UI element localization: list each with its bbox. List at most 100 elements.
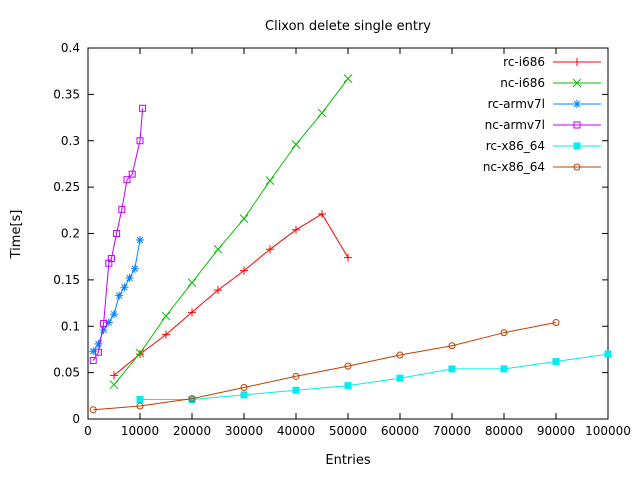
asterisk-marker [573,100,581,108]
series-nc-armv7l [89,104,147,365]
y-tick-label: 0 [72,412,80,426]
x-tick-label: 40000 [277,424,315,438]
cross-marker [265,176,275,185]
plus-marker [214,286,222,295]
x-tick-label: 80000 [485,424,523,438]
cross-marker [291,140,301,149]
x-tick-label: 10000 [121,424,159,438]
cross-marker [161,311,171,321]
asterisk-marker [121,284,128,291]
asterisk-marker [115,292,123,299]
plus-marker [573,58,581,66]
x-tick-label: 30000 [225,424,263,438]
series-rc-i686 [110,210,352,380]
square-open-marker [94,348,102,356]
x-tick-label: 50000 [329,424,367,438]
asterisk-marker [131,265,139,272]
y-tick-label: 0.15 [53,273,80,287]
plus-marker [344,253,352,262]
plus-marker [318,210,326,219]
y-tick-label: 0.25 [53,180,80,194]
cross-marker [213,244,223,254]
legend-label: rc-armv7l [488,97,545,111]
plus-marker [162,330,170,339]
square-open-marker [100,319,108,327]
square-filled-marker [396,374,404,382]
y-tick-label: 0.3 [61,134,80,148]
circle-open-marker [573,163,581,171]
circle-open-marker [396,351,404,359]
square-open-marker [89,357,97,365]
y-tick-label: 0.4 [61,41,80,55]
square-open-marker [123,176,131,184]
square-open-marker [139,104,147,112]
x-axis-label: Entries [325,453,371,468]
circle-open-marker [240,383,248,391]
square-filled-marker [292,386,300,394]
y-tick-label: 0.35 [53,87,80,101]
cross-marker [239,214,249,224]
legend-label: rc-x86_64 [486,139,545,153]
x-tick-label: 100000 [585,424,631,438]
series-rc-x86_64 [136,350,612,404]
x-tick-label: 90000 [537,424,575,438]
square-open-marker [573,121,581,129]
cross-marker [109,380,119,390]
square-filled-marker [573,142,581,150]
series-line [93,322,557,411]
series-line [113,213,349,376]
plus-marker [240,266,248,275]
chart-title: Clixon delete single entry [265,19,431,34]
plus-marker [136,350,144,359]
circle-open-marker [292,372,300,380]
legend-item-rc-armv7l: rc-armv7l [488,97,601,111]
square-filled-marker [552,357,560,365]
asterisk-marker [110,310,118,318]
circle-open-marker [448,342,456,350]
square-filled-marker [136,396,144,404]
circle-open-marker [344,362,352,370]
square-filled-marker [604,350,612,358]
square-open-marker [113,230,121,237]
cross-marker [187,278,197,288]
legend-item-nc-x86_64: nc-x86_64 [483,160,601,174]
legend-label: nc-i686 [500,76,545,90]
series-nc-i686 [109,74,353,390]
legend-label: rc-i686 [503,55,545,69]
plus-marker [188,308,196,317]
square-filled-marker [448,365,456,373]
circle-open-marker [552,319,560,327]
legend-label: nc-x86_64 [483,160,545,174]
legend-label: nc-armv7l [485,118,545,132]
x-tick-label: 20000 [173,424,211,438]
asterisk-marker [126,274,133,282]
legend-item-rc-x86_64: rc-x86_64 [486,139,601,153]
series-nc-x86_64 [89,319,560,414]
square-filled-marker [344,382,352,390]
circle-open-marker [500,329,508,337]
square-open-marker [107,255,115,263]
x-tick-label: 70000 [433,424,471,438]
series-rc-armv7l [89,235,144,356]
square-open-marker [118,205,126,213]
circle-open-marker [89,406,97,414]
circle-open-marker [136,402,144,410]
square-open-marker [136,137,144,145]
cross-marker [572,78,582,88]
y-tick-label: 0.05 [53,366,80,380]
legend-item-rc-i686: rc-i686 [503,55,601,69]
x-tick-label: 0 [84,424,92,438]
plot-area: 0 10000 20000 30000 40000 50000 60000 70000 8000… [53,41,631,438]
cross-marker [135,348,145,358]
circle-open-marker [188,395,196,403]
plus-marker [292,225,300,234]
asterisk-marker [136,236,144,244]
series-line [140,353,609,400]
plus-marker [266,245,274,254]
plus-marker [110,371,118,380]
square-open-marker [128,170,136,178]
series-line [113,78,349,386]
legend-item-nc-armv7l: nc-armv7l [485,118,601,132]
